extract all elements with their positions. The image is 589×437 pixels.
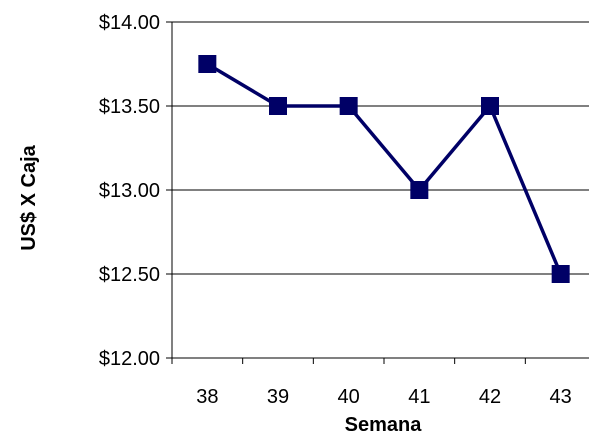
x-tick-label: 38 [196,386,218,408]
data-point-marker [339,97,358,115]
y-axis-title: US$ X Caja [18,144,40,250]
y-tick-label: $13.00 [99,180,160,202]
x-tick-label: 42 [479,386,501,408]
x-tick-label: 41 [408,386,430,408]
axes [166,21,589,364]
x-tick-labels: 38 39 40 41 42 43 [196,386,572,408]
y-tick-label: $14.00 [99,12,160,34]
y-tick-label: $12.50 [99,264,160,286]
data-point-marker [551,265,570,283]
data-series [198,55,570,283]
y-tick-label: $13.50 [99,96,160,118]
x-tick-label: 43 [550,386,572,408]
y-tick-labels: $12.00 $12.50 $13.00 $13.50 $14.00 [99,12,160,370]
data-point-marker [481,97,499,115]
data-point-marker [269,97,287,115]
x-axis-title: Semana [345,414,423,432]
data-point-marker [410,181,429,199]
series-line [206,62,563,275]
x-tick-label: 40 [338,386,360,408]
data-point-marker [198,55,217,73]
y-tick-label: $12.00 [99,348,160,370]
x-tick-label: 39 [267,386,289,408]
gridlines [172,21,589,275]
